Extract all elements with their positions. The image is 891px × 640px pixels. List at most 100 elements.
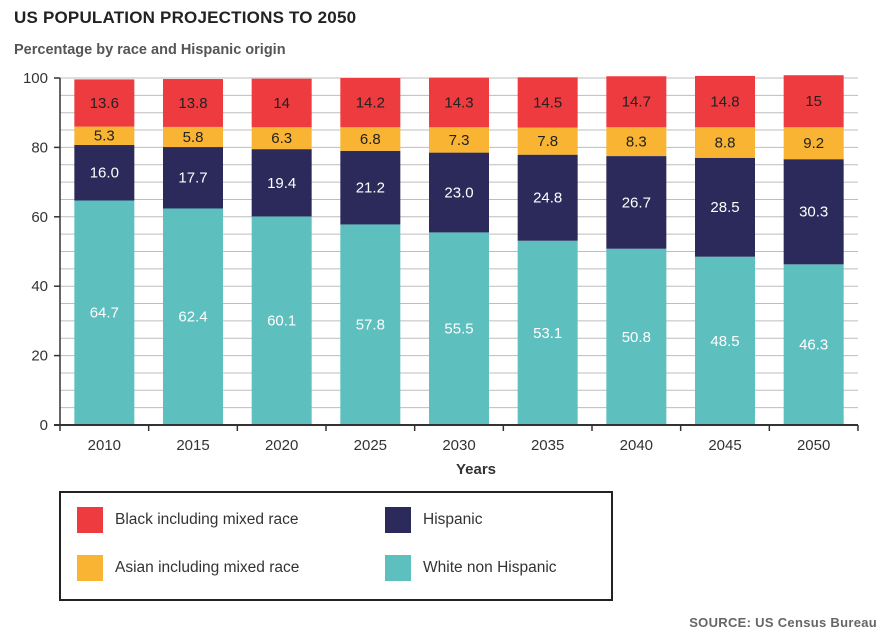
- bar-segment: [695, 75, 755, 128]
- data-label: 26.7: [622, 194, 651, 211]
- data-label: 6.8: [360, 131, 381, 148]
- bar-segment: [251, 149, 312, 217]
- stacked-bar-chart: 64.7 16.0 5.3 13.6 62.4 17.7 5.8 13.8 60.1 19.4 6.…: [23, 70, 859, 478]
- data-label: 6.3: [271, 130, 292, 147]
- data-label: 46.3: [799, 337, 828, 354]
- bar-segment: [429, 77, 489, 128]
- data-label: 48.5: [710, 333, 739, 350]
- bar-segment: [340, 78, 401, 128]
- legend-swatch-asian: [77, 555, 103, 581]
- x-tick-label: 2020: [265, 437, 298, 454]
- bar-segment: [429, 232, 489, 425]
- data-label: 55.5: [444, 321, 473, 338]
- bar-segment: [251, 78, 312, 128]
- bar-segment: [517, 154, 578, 241]
- y-tick-label: 80: [31, 139, 48, 156]
- data-label: 23.0: [444, 184, 473, 201]
- bar-segment: [74, 126, 135, 145]
- legend-swatch-white: [385, 555, 411, 581]
- x-tick-label: 2015: [176, 437, 209, 454]
- bar-segment: [606, 248, 667, 425]
- bar-segment: [74, 144, 135, 201]
- legend-item-white: White non Hispanic: [385, 555, 557, 581]
- x-tick-label: 2035: [531, 437, 564, 454]
- data-label: 62.4: [178, 309, 207, 326]
- data-label: 13.8: [178, 95, 207, 112]
- bar-segment: [695, 157, 755, 257]
- bar-segment: [163, 126, 223, 148]
- x-tick-label: 2030: [442, 437, 475, 454]
- data-label: 16.0: [90, 165, 119, 182]
- bar-segment: [163, 79, 223, 127]
- y-tick-label: 100: [23, 70, 48, 87]
- x-axis-label: Years: [456, 461, 496, 478]
- legend-label-hispanic: Hispanic: [423, 511, 483, 528]
- bar-segment: [251, 127, 312, 150]
- data-label: 50.8: [622, 329, 651, 346]
- legend-item-black: Black including mixed race: [77, 507, 299, 533]
- bar-segment: [517, 77, 578, 128]
- data-label: 14.5: [533, 94, 562, 111]
- y-tick-label: 20: [31, 348, 48, 365]
- x-tick-label: 2040: [620, 437, 653, 454]
- data-label: 14: [273, 95, 290, 112]
- bar-segment: [783, 264, 844, 425]
- y-tick-label: 40: [31, 278, 48, 295]
- data-label: 53.1: [533, 325, 562, 342]
- bar-segment: [606, 156, 667, 249]
- data-label: 8.3: [626, 134, 647, 151]
- bar-segment: [163, 147, 223, 209]
- bars: 64.7 16.0 5.3 13.6 62.4 17.7 5.8 13.8 60.1 19.4 6.…: [74, 75, 844, 425]
- data-label: 60.1: [267, 313, 296, 330]
- data-label: 9.2: [803, 135, 824, 152]
- legend-swatch-hispanic: [385, 507, 411, 533]
- legend-label-black: Black including mixed race: [115, 511, 299, 528]
- bar-segment: [606, 76, 667, 128]
- chart-subtitle: Percentage by race and Hispanic origin: [14, 42, 286, 58]
- chart-title: US POPULATION PROJECTIONS TO 2050: [14, 8, 357, 27]
- x-tick-label: 2025: [354, 437, 387, 454]
- data-label: 19.4: [267, 175, 296, 192]
- bar-segment: [695, 256, 755, 425]
- data-label: 5.3: [94, 128, 115, 145]
- bar-segment: [517, 127, 578, 155]
- data-label: 21.2: [356, 180, 385, 197]
- legend: Black including mixed race Hispanic Asia…: [59, 491, 613, 601]
- data-label: 14.8: [710, 94, 739, 111]
- bar-segment: [74, 200, 135, 425]
- x-tick-label: 2010: [88, 437, 121, 454]
- data-label: 7.8: [537, 133, 558, 150]
- bar-segment: [517, 240, 578, 425]
- data-label: 15: [805, 93, 822, 110]
- data-label: 8.8: [715, 135, 736, 152]
- legend-label-white: White non Hispanic: [423, 559, 557, 576]
- data-label: 14.2: [356, 95, 385, 112]
- data-label: 24.8: [533, 190, 562, 207]
- x-tick-label: 2050: [797, 437, 830, 454]
- legend-item-hispanic: Hispanic: [385, 507, 482, 533]
- bar-segment: [429, 127, 489, 153]
- source-note: SOURCE: US Census Bureau: [689, 615, 877, 630]
- bar-segment: [340, 150, 401, 225]
- data-label: 17.7: [178, 170, 207, 187]
- data-label: 14.7: [622, 94, 651, 111]
- bar-segment: [783, 159, 844, 265]
- bar-segment: [783, 127, 844, 160]
- bar-segment: [695, 127, 755, 158]
- y-tick-label: 60: [31, 209, 48, 226]
- data-label: 5.8: [183, 129, 204, 146]
- legend-item-asian: Asian including mixed race: [77, 555, 299, 581]
- x-tick-label: 2045: [708, 437, 741, 454]
- data-label: 57.8: [356, 317, 385, 334]
- y-tick-label: 0: [40, 417, 48, 434]
- data-label: 28.5: [710, 199, 739, 216]
- bar-segment: [74, 79, 135, 127]
- data-label: 64.7: [90, 305, 119, 322]
- bar-segment: [429, 152, 489, 233]
- bar-segment: [606, 127, 667, 157]
- bar-segment: [783, 75, 844, 128]
- data-label: 14.3: [444, 94, 473, 111]
- bar-segment: [251, 216, 312, 425]
- bar-segment: [163, 208, 223, 425]
